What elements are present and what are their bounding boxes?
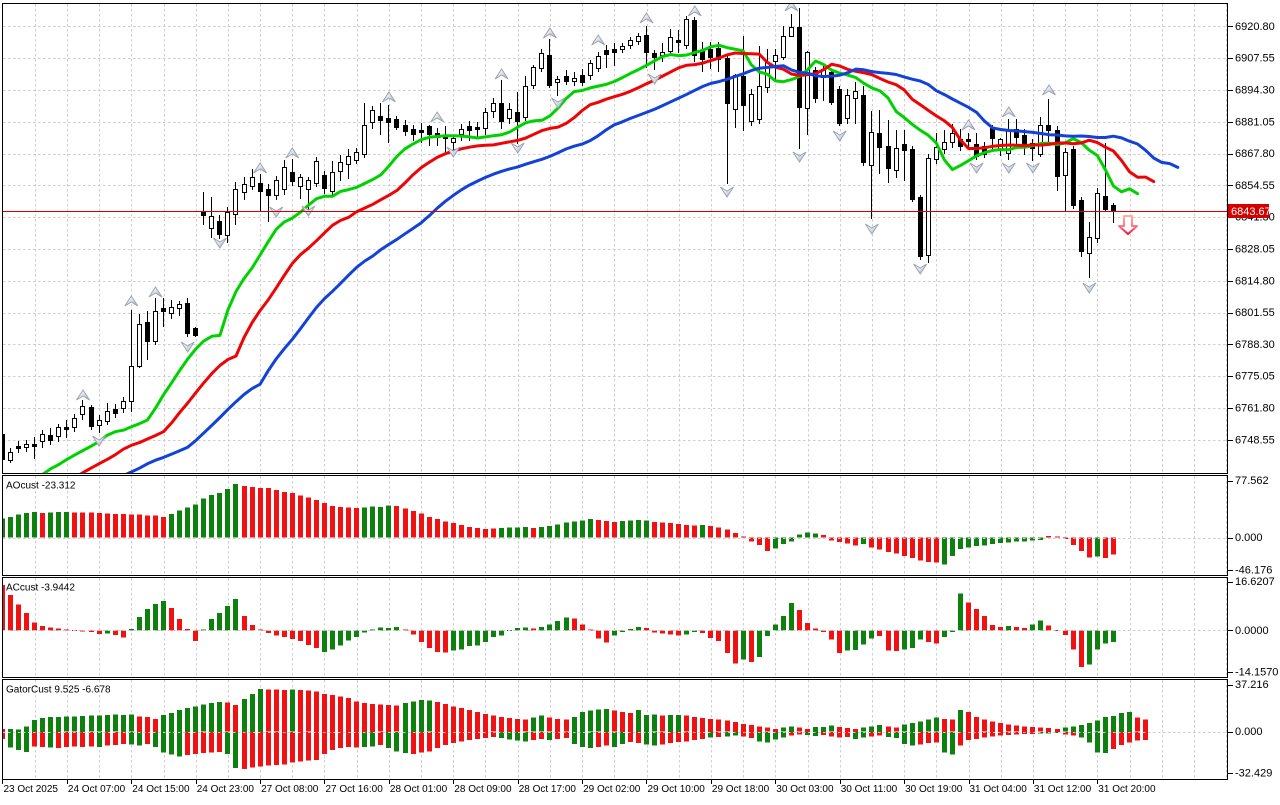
svg-text:6920.80: 6920.80 <box>1235 21 1275 33</box>
svg-text:-14.1570: -14.1570 <box>1235 667 1278 679</box>
svg-text:28 Oct 01:00: 28 Oct 01:00 <box>390 784 448 795</box>
svg-text:6894.30: 6894.30 <box>1235 85 1275 97</box>
svg-text:6867.80: 6867.80 <box>1235 148 1275 160</box>
svg-text:-32.429: -32.429 <box>1235 768 1272 780</box>
svg-text:-46.176: -46.176 <box>1235 564 1272 576</box>
svg-text:6843.67: 6843.67 <box>1231 206 1271 218</box>
svg-text:16.6207: 16.6207 <box>1235 576 1275 588</box>
svg-text:0.000: 0.000 <box>1235 726 1263 738</box>
svg-text:27 Oct 16:00: 27 Oct 16:00 <box>326 784 384 795</box>
svg-text:6801.55: 6801.55 <box>1235 307 1275 319</box>
svg-text:GatorCust 9.525 -6.678: GatorCust 9.525 -6.678 <box>6 685 111 696</box>
svg-text:27 Oct 08:00: 27 Oct 08:00 <box>261 784 319 795</box>
svg-text:30 Oct 03:00: 30 Oct 03:00 <box>776 784 834 795</box>
svg-text:0.0000: 0.0000 <box>1235 625 1269 637</box>
svg-text:6748.55: 6748.55 <box>1235 434 1275 446</box>
svg-text:AOcust -23.312: AOcust -23.312 <box>6 481 76 492</box>
svg-text:24 Oct 15:00: 24 Oct 15:00 <box>132 784 190 795</box>
svg-text:6828.05: 6828.05 <box>1235 244 1275 256</box>
svg-text:6854.55: 6854.55 <box>1235 180 1275 192</box>
svg-text:6814.80: 6814.80 <box>1235 275 1275 287</box>
svg-text:29 Oct 10:00: 29 Oct 10:00 <box>648 784 706 795</box>
svg-text:24 Oct 23:00: 24 Oct 23:00 <box>197 784 255 795</box>
svg-text:6881.05: 6881.05 <box>1235 116 1275 128</box>
svg-text:24 Oct 07:00: 24 Oct 07:00 <box>68 784 126 795</box>
svg-text:28 Oct 17:00: 28 Oct 17:00 <box>519 784 577 795</box>
svg-text:30 Oct 19:00: 30 Oct 19:00 <box>905 784 963 795</box>
svg-text:31 Oct 20:00: 31 Oct 20:00 <box>1098 784 1156 795</box>
svg-text:6788.30: 6788.30 <box>1235 339 1275 351</box>
svg-text:29 Oct 02:00: 29 Oct 02:00 <box>583 784 641 795</box>
svg-text:23 Oct 2025: 23 Oct 2025 <box>4 784 59 795</box>
svg-text:6775.05: 6775.05 <box>1235 371 1275 383</box>
svg-text:31 Oct 12:00: 31 Oct 12:00 <box>1034 784 1092 795</box>
svg-text:37.216: 37.216 <box>1235 679 1269 691</box>
svg-text:ACcust -3.9442: ACcust -3.9442 <box>6 583 75 594</box>
svg-text:28 Oct 09:00: 28 Oct 09:00 <box>454 784 512 795</box>
svg-text:29 Oct 18:00: 29 Oct 18:00 <box>712 784 770 795</box>
svg-text:77.562: 77.562 <box>1235 475 1269 487</box>
svg-text:31 Oct 04:00: 31 Oct 04:00 <box>970 784 1028 795</box>
svg-text:6907.55: 6907.55 <box>1235 53 1275 65</box>
svg-text:0.000: 0.000 <box>1235 532 1263 544</box>
svg-text:30 Oct 11:00: 30 Oct 11:00 <box>841 784 898 795</box>
svg-text:6761.80: 6761.80 <box>1235 403 1275 415</box>
